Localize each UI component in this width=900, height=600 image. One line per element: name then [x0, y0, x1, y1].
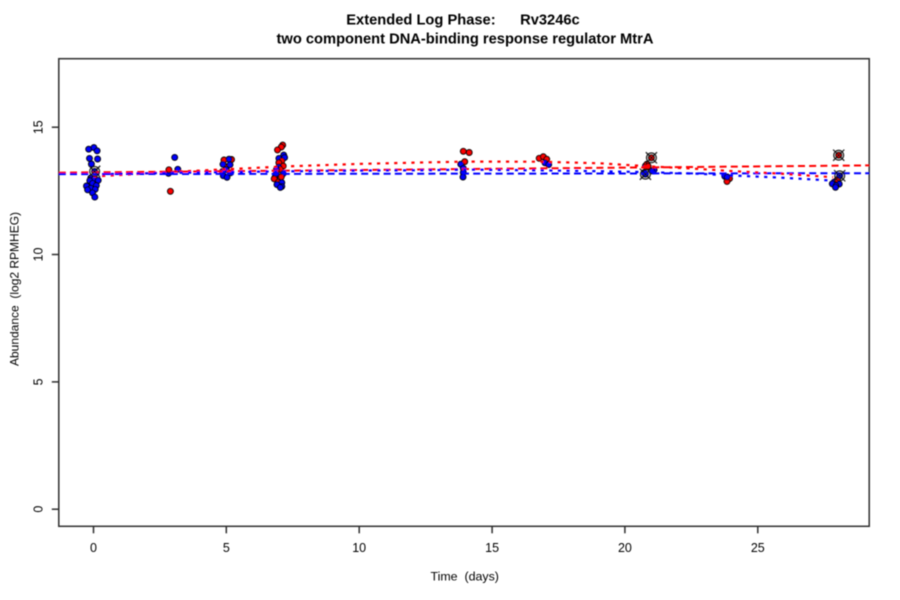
- svg-text:5: 5: [223, 541, 230, 555]
- svg-text:two component DNA-binding resp: two component DNA-binding response regul…: [277, 31, 654, 47]
- svg-text:20: 20: [618, 541, 632, 555]
- svg-text:0: 0: [32, 506, 46, 513]
- svg-text:15: 15: [32, 120, 46, 134]
- svg-text:10: 10: [352, 541, 366, 555]
- svg-text:Time (days): Time (days): [431, 570, 499, 584]
- svg-text:Abundance (log2 RPMHEG): Abundance (log2 RPMHEG): [8, 212, 22, 366]
- svg-text:15: 15: [485, 541, 499, 555]
- svg-text:5: 5: [32, 378, 46, 385]
- svg-text:Extended Log Phase: Rv324: Extended Log Phase: Rv3246c: [346, 12, 579, 28]
- svg-text:25: 25: [751, 541, 765, 555]
- svg-text:0: 0: [90, 541, 97, 555]
- svg-text:10: 10: [32, 248, 46, 262]
